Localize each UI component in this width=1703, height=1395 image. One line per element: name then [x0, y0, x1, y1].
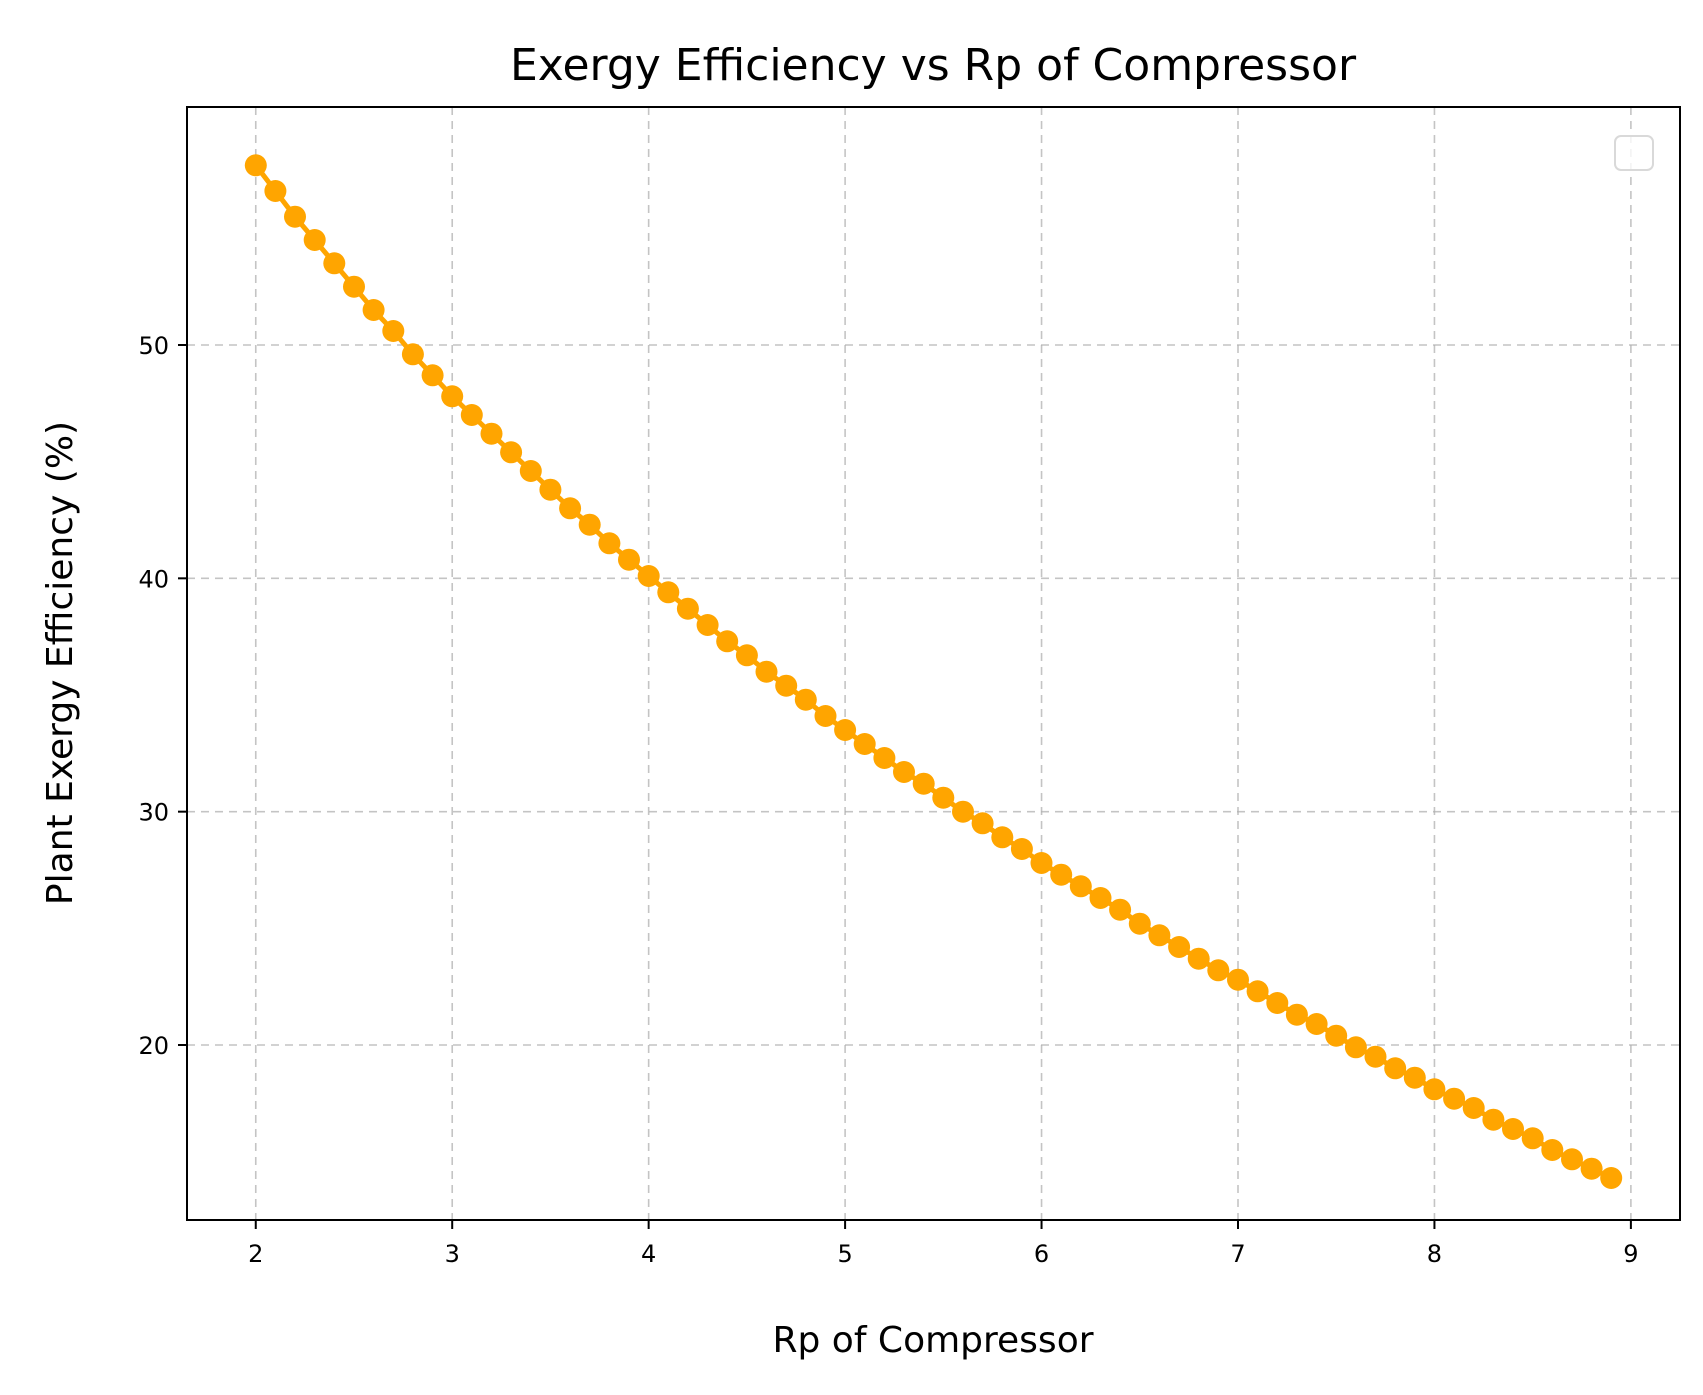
data-point: [814, 705, 837, 727]
data-point: [1128, 912, 1151, 935]
ticks: 2 3 4 5 6 7 8 9 20 30 40 50: [138, 332, 1638, 1268]
data-point: [834, 719, 857, 741]
data-point: [696, 614, 719, 636]
data-point: [1325, 1024, 1348, 1047]
data-point: [323, 252, 346, 275]
x-tick-label: 8: [1427, 1240, 1442, 1268]
x-tick-label: 2: [248, 1240, 263, 1268]
data-point: [578, 513, 601, 536]
data-point: [1443, 1087, 1466, 1110]
data-point: [1285, 1003, 1308, 1026]
data-point: [775, 674, 798, 697]
data-point: [735, 644, 758, 667]
data-point: [1246, 980, 1269, 1003]
plot-data: [244, 154, 1623, 1189]
data-point: [460, 404, 483, 426]
y-tick-label: 50: [138, 332, 169, 360]
data-point: [1050, 863, 1073, 886]
data-point: [559, 497, 582, 520]
data-point: [244, 154, 267, 177]
x-tick-label: 9: [1623, 1240, 1638, 1268]
data-point: [1403, 1066, 1426, 1089]
data-point: [303, 229, 326, 251]
data-point: [343, 275, 365, 298]
data-point: [401, 343, 424, 366]
data-point: [1305, 1013, 1328, 1035]
data-point: [500, 441, 523, 464]
data-point: [716, 630, 739, 653]
data-point: [1502, 1118, 1524, 1140]
data-point: [264, 180, 287, 202]
data-point: [1561, 1148, 1583, 1171]
data-point: [1482, 1108, 1505, 1131]
data-point: [1384, 1057, 1407, 1080]
data-point: [598, 532, 621, 555]
x-tick-label: 4: [641, 1240, 656, 1268]
data-point: [873, 747, 896, 769]
data-point: [932, 786, 955, 809]
data-point: [1207, 959, 1230, 982]
plot-frame: [186, 106, 1681, 1221]
data-point: [853, 733, 876, 755]
y-axis-label: Plant Exergy Efficiency (%): [40, 421, 81, 905]
data-point: [539, 478, 562, 501]
data-point: [991, 826, 1014, 849]
grid: [187, 107, 1680, 1220]
y-tick-label: 40: [138, 565, 169, 593]
data-point: [755, 660, 778, 683]
data-point: [912, 772, 935, 795]
x-axis-label: Rp of Compressor: [772, 1320, 1093, 1361]
data-point: [421, 364, 444, 387]
data-point: [637, 565, 660, 587]
data-point: [480, 422, 503, 445]
y-tick-label: 20: [138, 1032, 169, 1060]
data-point: [1266, 992, 1289, 1014]
data-point: [1109, 898, 1132, 921]
data-point: [657, 581, 680, 604]
data-point: [1030, 852, 1053, 874]
data-point: [1462, 1097, 1485, 1119]
data-point: [971, 812, 994, 835]
data-point: [1541, 1139, 1564, 1161]
x-tick-label: 5: [837, 1240, 852, 1268]
data-point: [893, 761, 915, 783]
data-point: [1227, 968, 1249, 991]
data-point: [1168, 936, 1191, 958]
data-point: [1521, 1127, 1544, 1150]
data-point: [1069, 875, 1092, 898]
y-tick-label: 30: [138, 799, 169, 827]
data-point: [382, 320, 405, 342]
data-point: [1423, 1078, 1446, 1101]
series-line: [253, 163, 1613, 1181]
data-point: [284, 205, 306, 228]
data-point: [441, 385, 464, 408]
data-point: [1344, 1036, 1367, 1059]
data-point: [676, 597, 699, 620]
data-point: [1148, 924, 1171, 947]
data-point: [519, 460, 542, 482]
data-point: [1364, 1045, 1387, 1068]
data-point: [362, 299, 385, 321]
data-point: [1187, 947, 1210, 970]
data-point: [952, 800, 974, 823]
data-point: [794, 688, 817, 711]
data-point: [1600, 1167, 1623, 1189]
chart-title: Exergy Efficiency vs Rp of Compressor: [510, 40, 1357, 91]
data-point: [1010, 838, 1033, 860]
x-tick-label: 6: [1034, 1240, 1049, 1268]
data-point: [618, 548, 640, 571]
x-tick-label: 7: [1230, 1240, 1245, 1268]
data-point: [1580, 1157, 1603, 1180]
legend-box: [1614, 135, 1654, 171]
data-point: [1089, 887, 1112, 909]
x-tick-label: 3: [445, 1240, 460, 1268]
